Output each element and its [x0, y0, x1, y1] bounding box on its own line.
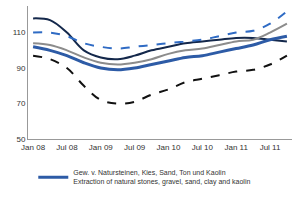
svg-text:110: 110 [13, 28, 26, 37]
svg-text:Jan 08: Jan 08 [21, 143, 46, 152]
svg-text:Gew. v. Natursteinen, Kies, Sa: Gew. v. Natursteinen, Kies, Sand, Ton un… [73, 169, 250, 186]
svg-text:Jul 09: Jul 09 [124, 143, 146, 152]
svg-text:Jan 09: Jan 09 [89, 143, 114, 152]
svg-text:90: 90 [16, 64, 25, 73]
svg-text:Jul 11: Jul 11 [260, 143, 281, 152]
svg-text:70: 70 [16, 99, 25, 108]
svg-text:Jan 10: Jan 10 [156, 143, 181, 152]
svg-text:Jan 11: Jan 11 [224, 143, 248, 152]
svg-text:50: 50 [16, 135, 25, 144]
svg-text:Jul 10: Jul 10 [192, 143, 214, 152]
svg-text:Jul 08: Jul 08 [56, 143, 78, 152]
